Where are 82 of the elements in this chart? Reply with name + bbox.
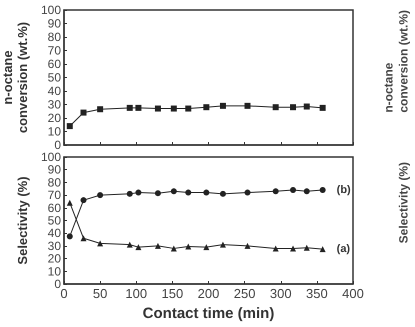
point	[135, 244, 142, 250]
y-tick-label: 0	[54, 138, 62, 152]
x-axis-title: Contact time (min)	[142, 305, 274, 322]
y-tick-label: 0	[54, 277, 62, 291]
point	[272, 245, 279, 252]
point	[170, 188, 177, 194]
point	[154, 106, 161, 112]
y-tick-label: 40	[48, 226, 62, 240]
y-tick-label: 50	[48, 214, 62, 228]
y-tick-label: 70	[48, 188, 62, 202]
point	[66, 233, 73, 240]
x-tick-label: 300	[270, 286, 292, 301]
point	[66, 200, 73, 206]
x-tick-label: 200	[198, 286, 220, 301]
point	[320, 246, 326, 252]
point	[244, 190, 251, 196]
point	[135, 104, 142, 111]
y-tick-label: 20	[48, 252, 62, 266]
point	[203, 104, 210, 110]
point	[304, 188, 310, 194]
y-tick-label: 80	[48, 30, 62, 44]
point	[290, 245, 296, 252]
x-tick-label: 400	[342, 286, 364, 301]
point	[126, 190, 133, 197]
y-tick-label: 60	[48, 57, 62, 71]
y-tick-label: 40	[48, 84, 62, 98]
point	[135, 190, 142, 196]
point	[290, 104, 296, 110]
point	[320, 187, 326, 194]
text: n-octane conversion (wt.%)	[382, 10, 410, 113]
y-tick-label: 60	[48, 200, 62, 215]
x-tick-label: 150	[162, 286, 184, 301]
text: Selectivity (%)	[396, 162, 410, 244]
point	[304, 244, 310, 251]
y-tick-label: 70	[48, 44, 62, 58]
point	[220, 242, 226, 248]
y-tick-label: 90	[48, 16, 62, 30]
point	[220, 102, 226, 109]
series-label: (b)	[336, 184, 352, 196]
point	[244, 242, 251, 249]
x-tick-label: 250	[234, 286, 256, 301]
point	[154, 242, 161, 249]
point	[203, 244, 210, 250]
y-tick-label: 100	[40, 150, 62, 164]
point	[80, 110, 87, 116]
point	[66, 123, 73, 130]
y-tick-label: 30	[48, 238, 62, 253]
point	[185, 190, 192, 196]
y-axis-title: Selectivity (%)	[15, 176, 30, 265]
point	[154, 190, 161, 196]
point	[304, 104, 310, 110]
point	[203, 190, 210, 196]
point	[244, 102, 251, 109]
point	[320, 104, 326, 111]
point	[126, 104, 133, 111]
y-tick-label: 20	[48, 111, 62, 125]
y-axis-title: n-octane conversion (wt.%)	[0, 22, 30, 134]
y-tick-label: 10	[48, 264, 62, 278]
point	[97, 106, 104, 112]
point	[97, 192, 104, 198]
y-tick-label: 100	[40, 3, 62, 17]
x-tick-label: 50	[92, 286, 108, 301]
point	[126, 242, 133, 248]
point	[80, 235, 87, 242]
point	[220, 190, 226, 197]
point	[290, 187, 296, 194]
point	[170, 245, 177, 252]
series-label: (a)	[336, 243, 350, 256]
y-tick-label: 30	[48, 98, 62, 112]
x-tick-label: 350	[306, 286, 328, 301]
point	[97, 240, 104, 246]
point	[185, 244, 192, 250]
point	[80, 197, 87, 204]
point	[170, 106, 177, 112]
point	[272, 188, 279, 194]
y-tick-label: 80	[48, 175, 62, 190]
point	[272, 104, 279, 110]
x-tick-label: 100	[125, 286, 148, 301]
y-tick-label: 50	[48, 70, 62, 84]
y-tick-label: 90	[48, 162, 62, 177]
point	[185, 106, 192, 112]
y-tick-label: 10	[48, 124, 62, 138]
